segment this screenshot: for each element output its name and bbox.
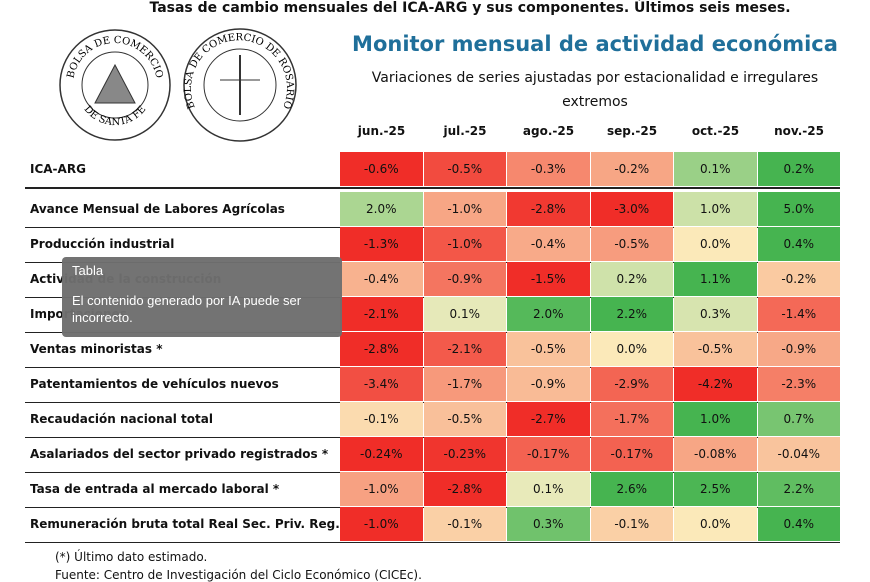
table-cell: 1.1%: [674, 262, 757, 296]
row-label: Recaudación nacional total: [30, 412, 213, 426]
table-cell: -1.0%: [423, 192, 506, 226]
row-label: Tasa de entrada al mercado laboral *: [30, 482, 280, 496]
column-header: ago.-25: [522, 124, 575, 138]
table-cell: -0.5%: [674, 332, 757, 366]
table-cell: 2.0%: [507, 297, 590, 331]
row-label: ICA-ARG: [30, 162, 86, 176]
row-label: Producción industrial: [30, 237, 175, 251]
table-cell: -0.5%: [423, 152, 506, 186]
table-cell: 0.0%: [674, 227, 757, 261]
tooltip: Tabla El contenido generado por IA puede…: [62, 257, 342, 337]
table-cell: -0.3%: [507, 152, 590, 186]
table-cell: 0.1%: [423, 297, 506, 331]
table-cell: -0.9%: [507, 367, 590, 401]
table-cell: 2.5%: [674, 472, 757, 506]
column-header: sep.-25: [606, 124, 658, 138]
table-cell: -2.3%: [757, 367, 840, 401]
table-cell: -0.5%: [590, 227, 673, 261]
table-cell: -2.7%: [507, 402, 590, 436]
table-cell: -3.4%: [340, 367, 423, 401]
table-cell: -0.4%: [507, 227, 590, 261]
table-cell: -1.3%: [340, 227, 423, 261]
table-cell: -1.5%: [507, 262, 590, 296]
table-cell: -0.17%: [590, 437, 673, 471]
table-cell: -0.2%: [757, 262, 840, 296]
row-separator: [25, 542, 840, 543]
table-cell: -0.1%: [340, 402, 423, 436]
table-cell: -0.08%: [674, 437, 757, 471]
table-cell: -2.8%: [340, 332, 423, 366]
table-cell: -0.1%: [590, 507, 673, 541]
table-cell: -2.9%: [590, 367, 673, 401]
table-cell: -0.5%: [507, 332, 590, 366]
table-cell: 0.1%: [507, 472, 590, 506]
table-cell: -2.1%: [340, 297, 423, 331]
table-cell: -0.24%: [340, 437, 423, 471]
table-cell: 0.4%: [757, 227, 840, 261]
tooltip-title: Tabla: [72, 263, 104, 278]
table-cell: -2.8%: [423, 472, 506, 506]
table-cell: -0.5%: [423, 402, 506, 436]
table-cell: -0.4%: [340, 262, 423, 296]
monitor-title: Monitor mensual de actividad económica: [352, 32, 838, 56]
table-cell: -1.7%: [423, 367, 506, 401]
table-cell: 0.0%: [590, 332, 673, 366]
table-cell: -0.9%: [757, 332, 840, 366]
table-cell: -0.2%: [590, 152, 673, 186]
row-label: Asalariados del sector privado registrad…: [30, 447, 329, 461]
table-cell: 0.1%: [674, 152, 757, 186]
logo-text: DE SANTA FE: [82, 104, 149, 128]
row-separator: [25, 187, 840, 189]
table-cell: 1.0%: [674, 192, 757, 226]
table-cell: 2.2%: [590, 297, 673, 331]
table-cell: 0.3%: [507, 507, 590, 541]
table-cell: -4.2%: [674, 367, 757, 401]
column-header: oct.-25: [691, 124, 740, 138]
table-cell: 0.4%: [757, 507, 840, 541]
table-cell: -1.7%: [590, 402, 673, 436]
table-cell: -1.0%: [340, 507, 423, 541]
table-cell: 0.7%: [757, 402, 840, 436]
table-cell: -3.0%: [590, 192, 673, 226]
table-cell: 2.0%: [340, 192, 423, 226]
column-header: jun.-25: [357, 124, 406, 138]
footnote: Fuente: Centro de Investigación del Cicl…: [55, 568, 422, 582]
row-label: Ventas minoristas *: [30, 342, 163, 356]
table-cell: 0.0%: [674, 507, 757, 541]
table-cell: -1.0%: [423, 227, 506, 261]
table-cell: -2.8%: [507, 192, 590, 226]
column-header: nov.-25: [774, 124, 824, 138]
tooltip-text: El contenido generado por IA puede ser i…: [72, 293, 302, 325]
row-label: Avance Mensual de Labores Agrícolas: [30, 202, 285, 216]
footnote: (*) Último dato estimado.: [55, 550, 208, 564]
logo-text: DE SANTA FE: [82, 104, 149, 128]
row-label: Remuneración bruta total Real Sec. Priv.…: [30, 517, 347, 531]
table-cell: -0.6%: [340, 152, 423, 186]
table-cell: 1.0%: [674, 402, 757, 436]
table-cell: 2.6%: [590, 472, 673, 506]
table-cell: 0.2%: [757, 152, 840, 186]
page-title: Tasas de cambio mensuales del ICA-ARG y …: [149, 0, 791, 16]
subtitle: Variaciones de series ajustadas por esta…: [371, 70, 819, 110]
column-header: jul.-25: [443, 124, 487, 138]
table-cell: -0.04%: [757, 437, 840, 471]
table-cell: 0.2%: [590, 262, 673, 296]
table-cell: -2.1%: [423, 332, 506, 366]
table-cell: 2.2%: [757, 472, 840, 506]
row-label: Patentamientos de vehículos nuevos: [30, 377, 279, 391]
table-cell: 5.0%: [757, 192, 840, 226]
logos: BOLSA DE COMERCIO DE SANTA FE BOLSA DE C…: [59, 28, 297, 142]
table-cell: 0.3%: [674, 297, 757, 331]
table-cell: -1.4%: [757, 297, 840, 331]
table-cell: -0.1%: [423, 507, 506, 541]
table-cell: -0.23%: [423, 437, 506, 471]
table-cell: -0.9%: [423, 262, 506, 296]
table-cell: -1.0%: [340, 472, 423, 506]
table-cell: -0.17%: [507, 437, 590, 471]
